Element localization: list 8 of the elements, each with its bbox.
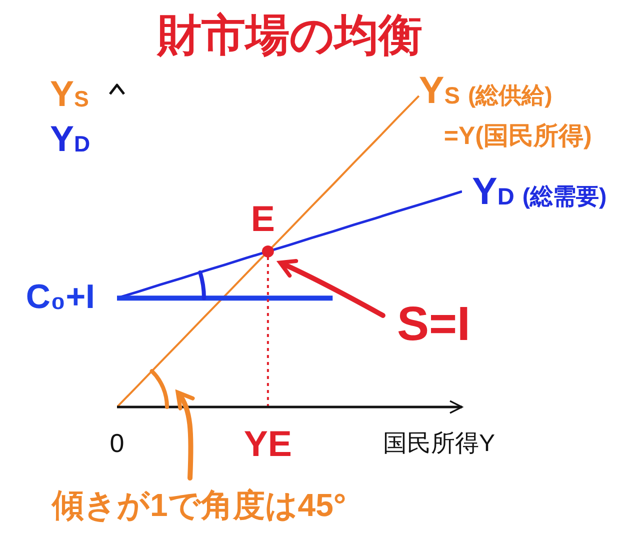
x-axis-title: 国民所得Y — [383, 430, 496, 457]
series-label: C₀+I — [26, 278, 95, 316]
text: 傾きが1で角度は45° — [52, 487, 346, 523]
x-tick-label: 0 — [110, 428, 124, 458]
annotation: S=I — [396, 298, 470, 352]
chart-title: 財市場の均衡 — [158, 11, 422, 60]
annotation: E — [250, 198, 275, 240]
x-tick-label: YE — [244, 422, 292, 464]
